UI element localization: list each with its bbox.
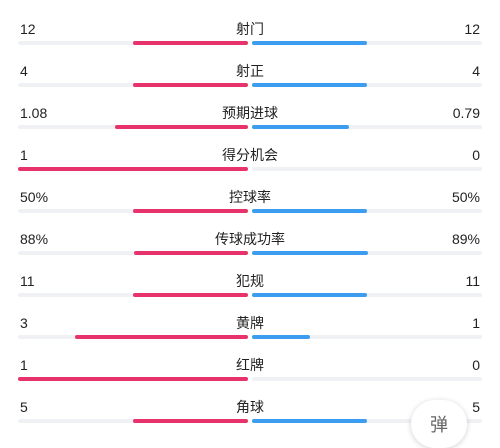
home-bar xyxy=(133,83,248,87)
away-bar xyxy=(252,209,367,213)
home-bar-track xyxy=(18,377,248,381)
away-bar xyxy=(252,83,367,87)
away-value: 0.79 xyxy=(452,105,480,121)
home-bar-track xyxy=(18,125,248,129)
away-value: 12 xyxy=(464,21,480,37)
stat-label: 犯规 xyxy=(236,273,264,289)
stat-label: 传球成功率 xyxy=(215,231,285,247)
away-bar-track xyxy=(252,335,482,339)
away-value: 4 xyxy=(472,63,480,79)
home-bar-track xyxy=(18,335,248,339)
stat-label: 射门 xyxy=(236,21,264,37)
stat-row: 11 犯规 11 xyxy=(0,272,500,314)
away-value: 0 xyxy=(472,147,480,163)
home-bar xyxy=(115,125,248,129)
home-bar xyxy=(134,251,248,255)
stat-row: 4 射正 4 xyxy=(0,62,500,104)
home-value: 11 xyxy=(20,273,35,289)
away-bar xyxy=(252,335,310,339)
away-bar-track xyxy=(252,125,482,129)
danmaku-button[interactable]: 弹 xyxy=(411,400,467,448)
stat-row: 3 黄牌 1 xyxy=(0,314,500,356)
home-bar xyxy=(75,335,248,339)
stat-label: 角球 xyxy=(236,399,264,415)
home-value: 1 xyxy=(20,357,28,373)
away-value: 50% xyxy=(451,189,480,205)
away-bar-track xyxy=(252,167,482,171)
away-bar-track xyxy=(252,41,482,45)
away-bar xyxy=(252,293,367,297)
home-bar-track xyxy=(18,83,248,87)
stat-row: 1.08 预期进球 0.79 xyxy=(0,104,500,146)
home-bar xyxy=(133,41,248,45)
stat-label: 预期进球 xyxy=(222,105,278,121)
home-value: 88% xyxy=(20,231,49,247)
danmaku-button-label: 弹 xyxy=(430,415,448,435)
stat-row: 50% 控球率 50% xyxy=(0,188,500,230)
away-bar xyxy=(252,251,368,255)
away-bar-track xyxy=(252,251,482,255)
home-bar-track xyxy=(18,209,248,213)
home-value: 3 xyxy=(20,315,28,331)
away-value: 1 xyxy=(472,315,480,331)
home-value: 1.08 xyxy=(20,105,48,121)
home-bar xyxy=(133,293,248,297)
home-bar-track xyxy=(18,167,248,171)
away-bar-track xyxy=(252,83,482,87)
away-bar-track xyxy=(252,377,482,381)
stat-label: 得分机会 xyxy=(222,147,278,163)
home-value: 5 xyxy=(20,399,28,415)
away-value: 5 xyxy=(472,399,480,415)
home-value: 1 xyxy=(20,147,28,163)
away-bar-track xyxy=(252,419,482,423)
home-value: 12 xyxy=(20,21,36,37)
home-value: 4 xyxy=(20,63,28,79)
away-value: 11 xyxy=(465,273,480,289)
away-bar xyxy=(252,125,349,129)
home-value: 50% xyxy=(20,189,49,205)
home-bar-track xyxy=(18,251,248,255)
away-bar-track xyxy=(252,209,482,213)
home-bar-track xyxy=(18,293,248,297)
stat-row: 1 红牌 0 xyxy=(0,356,500,398)
away-value: 89% xyxy=(451,231,480,247)
home-bar xyxy=(18,167,248,171)
stat-label: 射正 xyxy=(236,63,264,79)
home-bar xyxy=(133,209,248,213)
home-bar-track xyxy=(18,41,248,45)
away-bar xyxy=(252,41,367,45)
stat-label: 控球率 xyxy=(229,189,271,205)
home-bar xyxy=(18,377,248,381)
stat-row: 5 角球 5 xyxy=(0,398,500,440)
home-bar-track xyxy=(18,419,248,423)
stat-row: 12 射门 12 xyxy=(0,20,500,62)
stat-row: 88% 传球成功率 89% xyxy=(0,230,500,272)
away-value: 0 xyxy=(472,357,480,373)
away-bar-track xyxy=(252,293,482,297)
away-bar xyxy=(252,419,367,423)
stat-row: 1 得分机会 0 xyxy=(0,146,500,188)
stat-label: 红牌 xyxy=(236,357,264,373)
stat-label: 黄牌 xyxy=(236,315,264,331)
home-bar xyxy=(133,419,248,423)
